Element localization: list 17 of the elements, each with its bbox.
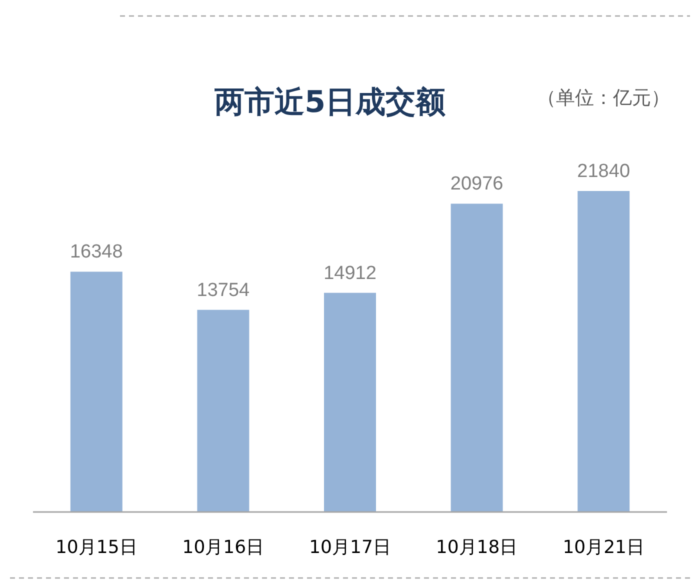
bar <box>450 204 503 512</box>
chart-title: 两市近5日成交额 <box>214 85 446 120</box>
data-label: 16348 <box>70 242 123 263</box>
bar <box>197 310 250 512</box>
bar <box>324 292 376 512</box>
x-tick-label: 10月18日 <box>436 537 518 558</box>
x-tick-label: 10月16日 <box>182 537 264 558</box>
x-tick-label: 10月17日 <box>309 537 391 558</box>
x-tick-label: 10月21日 <box>562 537 645 558</box>
data-label: 20976 <box>450 174 504 195</box>
x-tick-label: 10月15日 <box>55 537 138 558</box>
data-label: 14912 <box>324 262 376 284</box>
data-label: 13754 <box>196 280 250 301</box>
chart-subtitle: （单位：亿元） <box>537 87 670 109</box>
bar <box>70 272 122 512</box>
data-label: 21840 <box>577 161 630 182</box>
bar <box>578 191 630 512</box>
